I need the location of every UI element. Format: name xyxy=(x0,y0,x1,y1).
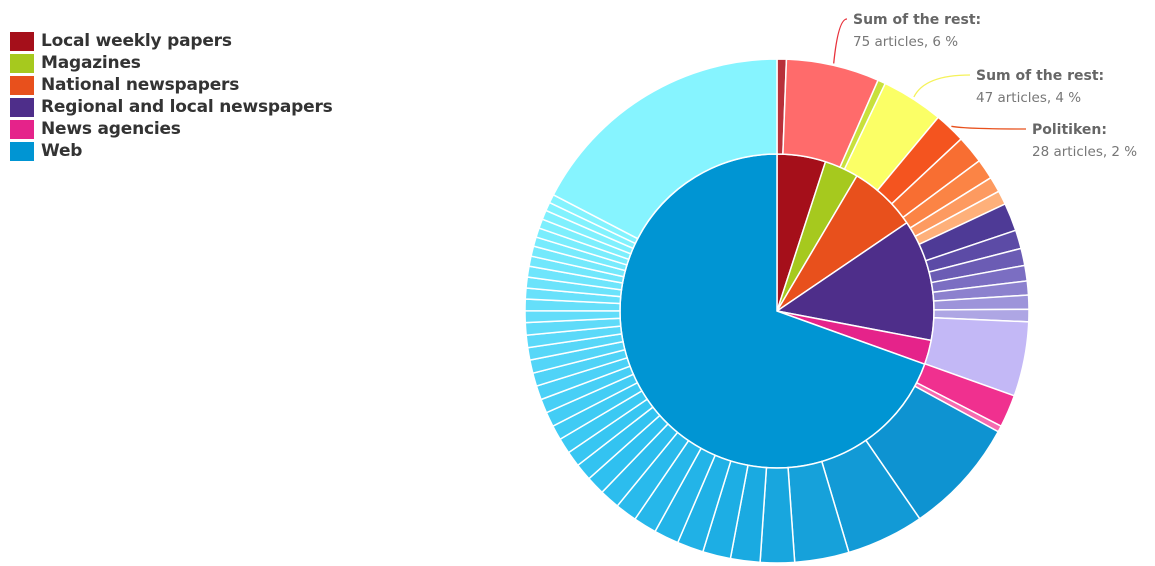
legend-swatch xyxy=(10,119,34,139)
legend-swatch xyxy=(10,141,34,161)
callout-title: Politiken: xyxy=(1032,122,1107,138)
legend-item[interactable]: Local weekly papers xyxy=(10,30,333,52)
legend-label: News agencies xyxy=(41,119,181,139)
legend-label: National newspapers xyxy=(41,75,240,95)
legend-swatch xyxy=(10,75,34,95)
callout-detail: 28 articles, 2 % xyxy=(1032,144,1137,160)
legend-item[interactable]: Magazines xyxy=(10,52,333,74)
callout-title: Sum of the rest: xyxy=(853,12,981,28)
legend-label: Magazines xyxy=(41,53,141,73)
legend-label: Web xyxy=(41,141,83,161)
outer-slice[interactable] xyxy=(552,58,778,240)
callout-connector xyxy=(833,18,848,64)
legend: Local weekly papers Magazines National new… xyxy=(10,30,333,162)
callout-detail: 47 articles, 4 % xyxy=(976,90,1081,106)
callout-connector xyxy=(913,74,971,98)
legend-item[interactable]: Web xyxy=(10,140,333,162)
callout-connector xyxy=(951,125,1027,130)
legend-item[interactable]: National newspapers xyxy=(10,74,333,96)
legend-label: Local weekly papers xyxy=(41,31,232,51)
callout-detail: 75 articles, 6 % xyxy=(853,34,958,50)
legend-item[interactable]: Regional and local newspapers xyxy=(10,96,333,118)
legend-swatch xyxy=(10,53,34,73)
legend-swatch xyxy=(10,97,34,117)
legend-label: Regional and local newspapers xyxy=(41,97,333,117)
legend-swatch xyxy=(10,31,34,51)
callout-title: Sum of the rest: xyxy=(976,68,1104,84)
legend-item[interactable]: News agencies xyxy=(10,118,333,140)
